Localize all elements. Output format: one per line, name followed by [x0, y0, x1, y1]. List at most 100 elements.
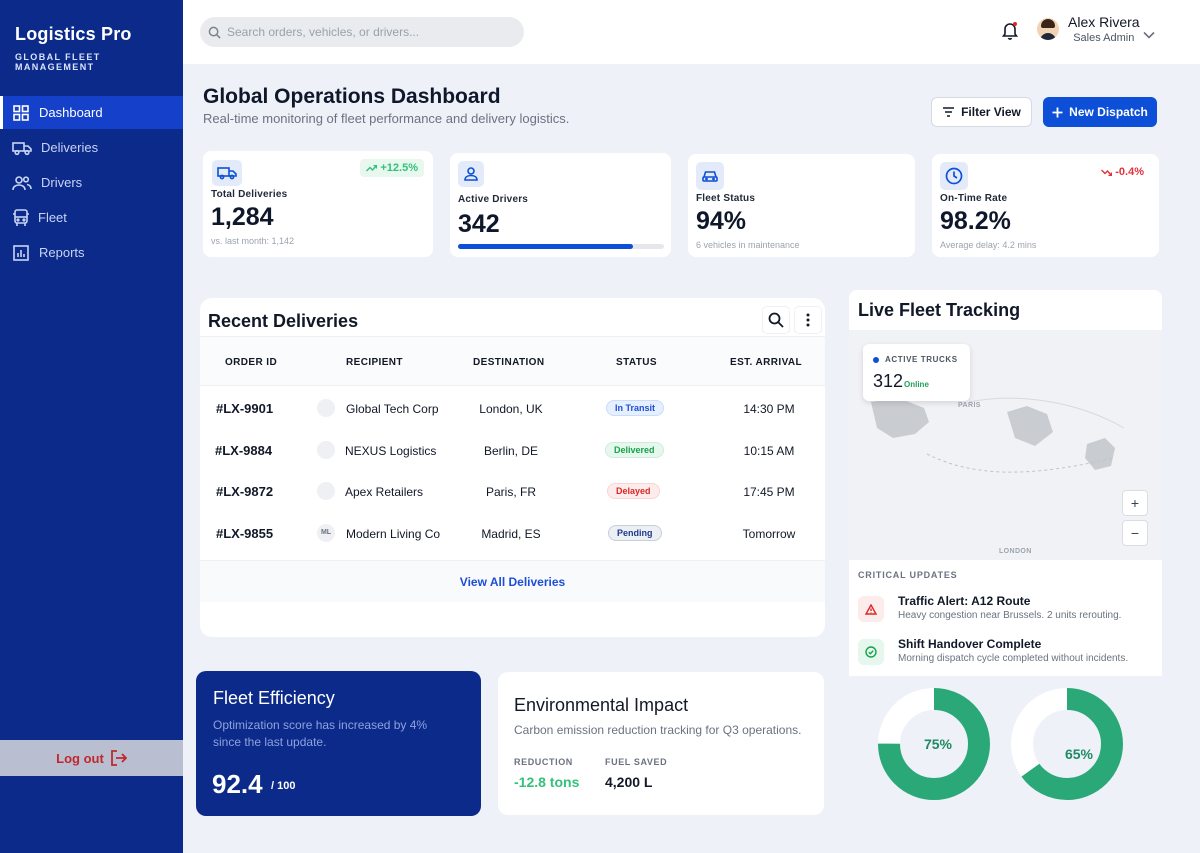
fuel-saved-value: 4,200 L — [605, 774, 653, 790]
reduction-label: REDUCTION — [514, 757, 573, 767]
status-badge: Pending — [608, 524, 662, 541]
environmental-impact-card: Environmental Impact Carbon emission red… — [498, 672, 824, 815]
destination: Berlin, DE — [483, 443, 539, 458]
update-item[interactable]: Shift Handover Complete Morning dispatch… — [858, 637, 1158, 667]
user-role: Sales Admin — [1073, 32, 1135, 44]
table-row[interactable]: #LX-9872 Apex Retailers Paris, FR Delaye… — [200, 471, 825, 513]
table-row[interactable]: #LX-9884 NEXUS Logistics Berlin, DE Deli… — [200, 430, 825, 472]
est-arrival: 17:45 PM — [743, 485, 795, 499]
filter-icon — [943, 107, 955, 117]
donut-label: 75% — [924, 736, 953, 752]
order-id: #LX-9884 — [215, 442, 273, 458]
update-item[interactable]: Traffic Alert: A12 Route Heavy congestio… — [858, 594, 1158, 624]
sidebar-item-deliveries[interactable]: Deliveries — [0, 131, 183, 164]
filter-view-button[interactable]: Filter View — [931, 97, 1032, 127]
trend-down-icon — [1101, 169, 1113, 176]
order-id: #LX-9901 — [216, 401, 274, 416]
table-row[interactable]: #LX-9901 Global Tech Corp London, UK In … — [200, 388, 825, 430]
search-bar[interactable] — [200, 17, 524, 47]
topbar: Alex Rivera Sales Admin — [183, 0, 1200, 64]
chart-icon — [11, 243, 31, 263]
sidebar-item-label: Reports — [39, 245, 85, 260]
update-title: Traffic Alert: A12 Route — [898, 594, 1031, 608]
map-shapes — [871, 397, 1125, 473]
page-title: Global Operations Dashboard — [203, 85, 501, 108]
sidebar-item-drivers[interactable]: Drivers — [0, 166, 183, 199]
fleet-map[interactable]: ACTIVE TRUCKS 312 Online PARIS LONDON + … — [849, 330, 1162, 560]
donut-label: 65% — [1065, 746, 1094, 762]
donut-arc — [1011, 688, 1123, 800]
stat-card-active-drivers: Active Drivers 342 — [450, 153, 671, 257]
stat-note: vs. last month: 1,142 — [211, 236, 295, 246]
efficiency-title: Fleet Efficiency — [213, 688, 335, 708]
stat-card-fleet-status: Fleet Status 94% 6 vehicles in maintenan… — [688, 154, 915, 257]
zoom-in-button[interactable]: + — [1122, 490, 1148, 516]
destination: Madrid, ES — [481, 526, 541, 541]
table-footer: View All Deliveries — [200, 560, 825, 602]
recipient-logo — [317, 440, 335, 459]
sidebar-item-dashboard[interactable]: Dashboard — [0, 96, 183, 129]
update-description: Heavy congestion near Brussels. 2 units … — [898, 610, 1122, 621]
critical-updates-title: CRITICAL UPDATES — [858, 570, 958, 580]
stat-value: 342 — [458, 210, 500, 238]
active-trucks-count: 312 — [873, 371, 904, 391]
sidebar-item-fleet[interactable]: Fleet — [0, 201, 183, 234]
bus-icon — [11, 208, 30, 228]
logout-label: Log out — [56, 750, 104, 766]
search-icon[interactable] — [762, 306, 790, 334]
dashboard-icon — [11, 103, 31, 123]
check-circle-icon — [858, 639, 884, 665]
new-dispatch-button[interactable]: New Dispatch — [1043, 97, 1157, 127]
user-icon — [458, 161, 484, 187]
sidebar-item-label: Drivers — [41, 175, 83, 190]
stat-card-on-time-rate: -0.4% On-Time Rate 98.2% Average delay: … — [932, 154, 1159, 257]
stat-note: 6 vehicles in maintenance — [696, 240, 800, 250]
truck-icon — [212, 160, 242, 186]
tracking-title: Live Fleet Tracking — [858, 300, 1021, 320]
stat-label: Total Deliveries — [211, 189, 288, 200]
sidebar-nav: Dashboard Deliveries Drivers Fleet Repor… — [0, 96, 183, 271]
update-description: Morning dispatch cycle completed without… — [898, 653, 1129, 664]
stat-label: Fleet Status — [696, 193, 756, 204]
table-row[interactable]: #LX-9855 ML Modern Living Co Madrid, ES … — [200, 513, 825, 555]
sidebar-item-label: Dashboard — [39, 105, 103, 120]
recipient-name: Global Tech Corp — [346, 402, 439, 416]
active-trucks-card: ACTIVE TRUCKS 312 Online — [863, 344, 970, 401]
active-trucks-label: ACTIVE TRUCKS — [873, 355, 958, 364]
map-label-london: LONDON — [999, 548, 1032, 555]
reduction-value: -12.8 tons — [514, 774, 580, 790]
column-header: STATUS — [616, 357, 657, 368]
destination: Paris, FR — [485, 485, 536, 499]
donut-chart-1: 75% — [878, 688, 990, 800]
order-id: #LX-9872 — [216, 484, 274, 499]
destination: London, UK — [479, 402, 543, 416]
recipient-avatar: ML — [317, 523, 335, 542]
zoom-out-button[interactable]: − — [1122, 520, 1148, 546]
notification-bell-icon[interactable] — [1001, 21, 1019, 45]
sidebar-item-label: Deliveries — [41, 140, 99, 155]
recipient-logo — [317, 399, 335, 417]
view-all-deliveries-link[interactable]: View All Deliveries — [459, 574, 566, 589]
logout-button[interactable]: Log out — [0, 740, 183, 776]
table-header: ORDER ID RECIPIENT DESTINATION STATUS ES… — [200, 336, 825, 386]
recent-deliveries-card: Recent Deliveries ORDER ID RECIPIENT DES… — [200, 298, 825, 637]
stat-label: Active Drivers — [458, 194, 529, 205]
page-subtitle: Real-time monitoring of fleet performanc… — [203, 111, 570, 126]
fuel-saved-label: FUEL SAVED — [605, 757, 668, 767]
sidebar-item-label: Fleet — [38, 210, 67, 225]
efficiency-description: Optimization score has increased by 4% s… — [213, 718, 428, 749]
search-input[interactable] — [227, 25, 507, 39]
logout-icon — [110, 750, 127, 766]
trend-up-badge: +12.5% — [360, 159, 424, 177]
stat-value: 1,284 — [211, 203, 274, 231]
more-options-icon[interactable] — [794, 306, 822, 334]
chevron-down-icon[interactable] — [1143, 26, 1155, 44]
recipient-logo — [317, 482, 335, 500]
new-dispatch-label: New Dispatch — [1069, 105, 1148, 119]
search-icon — [208, 26, 221, 39]
column-header: ORDER ID — [225, 357, 278, 368]
sidebar-item-reports[interactable]: Reports — [0, 236, 183, 269]
user-profile[interactable]: Alex Rivera Sales Admin — [1037, 14, 1140, 44]
clock-icon — [940, 162, 968, 190]
trend-up-icon — [366, 164, 378, 171]
